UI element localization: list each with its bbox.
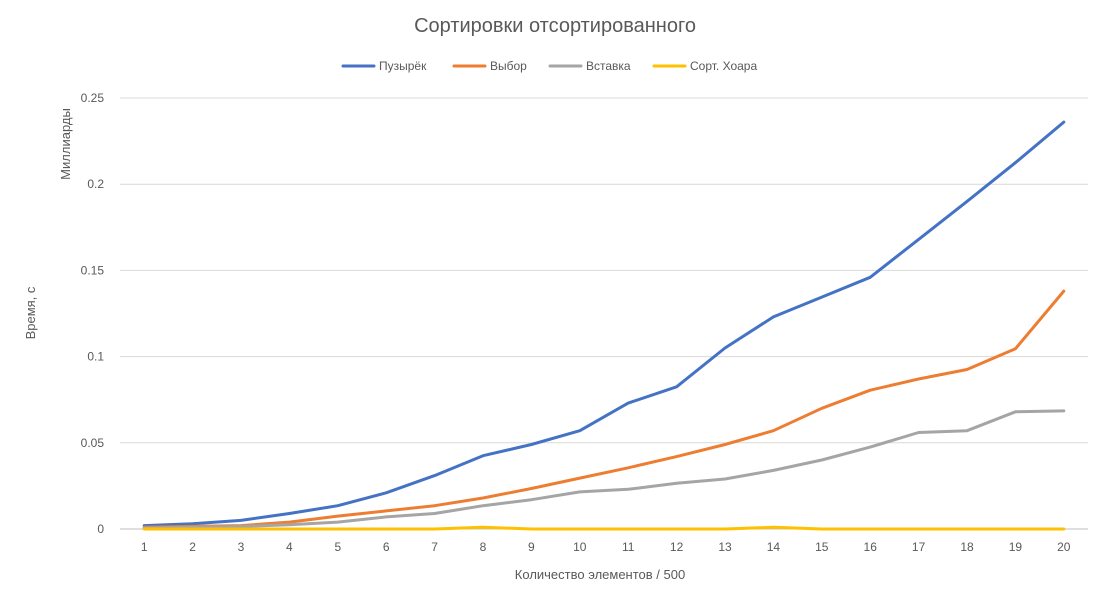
x-tick-label: 15 <box>815 540 829 554</box>
x-tick-label: 14 <box>767 540 781 554</box>
series-line-0 <box>142 120 1066 528</box>
legend-label: Сорт. Хоара <box>690 59 757 73</box>
x-tick-label: 1 <box>141 540 148 554</box>
x-tick-label: 12 <box>670 540 684 554</box>
series-line-2 <box>142 409 1066 530</box>
chart-title: Сортировки отсортированного <box>414 15 696 37</box>
y-tick-label: 0.2 <box>87 177 104 191</box>
x-tick-label: 7 <box>431 540 438 554</box>
y-tick-label: 0 <box>97 522 104 536</box>
x-tick-label: 3 <box>238 540 245 554</box>
x-tick-label: 9 <box>528 540 535 554</box>
y-tick-label: 0.15 <box>81 263 105 277</box>
y-axis-units-label: Миллиарды <box>58 108 73 180</box>
x-tick-label: 17 <box>912 540 926 554</box>
legend-label: Пузырёк <box>379 59 427 73</box>
x-tick-label: 6 <box>383 540 390 554</box>
x-tick-label: 20 <box>1057 540 1071 554</box>
x-axis-ticks: 1 2 3 4 5 6 7 8 9 10 11 12 13 14 15 16 17 18 19 20 <box>141 540 1071 554</box>
legend-label: Вставка <box>586 59 631 73</box>
x-tick-label: 11 <box>622 540 635 554</box>
y-tick-label: 0.05 <box>81 436 105 450</box>
legend-label: Выбор <box>490 59 527 73</box>
gridlines <box>120 97 1088 444</box>
y-tick-label: 0.1 <box>87 350 104 364</box>
x-axis-title: Количество элементов / 500 <box>515 567 685 582</box>
series-line-1 <box>142 289 1066 529</box>
x-tick-label: 4 <box>286 540 293 554</box>
y-axis-ticks: 0 0.05 0.1 0.15 0.2 0.25 <box>81 91 105 536</box>
x-tick-label: 5 <box>334 540 341 554</box>
x-tick-label: 10 <box>573 540 587 554</box>
x-tick-label: 19 <box>1009 540 1023 554</box>
x-tick-label: 18 <box>960 540 974 554</box>
x-tick-label: 8 <box>480 540 487 554</box>
series-lines <box>142 120 1066 531</box>
series-line-3 <box>142 525 1066 531</box>
x-tick-label: 2 <box>189 540 196 554</box>
x-tick-label: 16 <box>864 540 878 554</box>
y-axis-title: Время, с <box>23 286 38 339</box>
y-tick-label: 0.25 <box>81 91 105 105</box>
legend: Пузырёк Выбор Вставка Сорт. Хоара <box>341 59 757 73</box>
x-tick-label: 13 <box>718 540 732 554</box>
